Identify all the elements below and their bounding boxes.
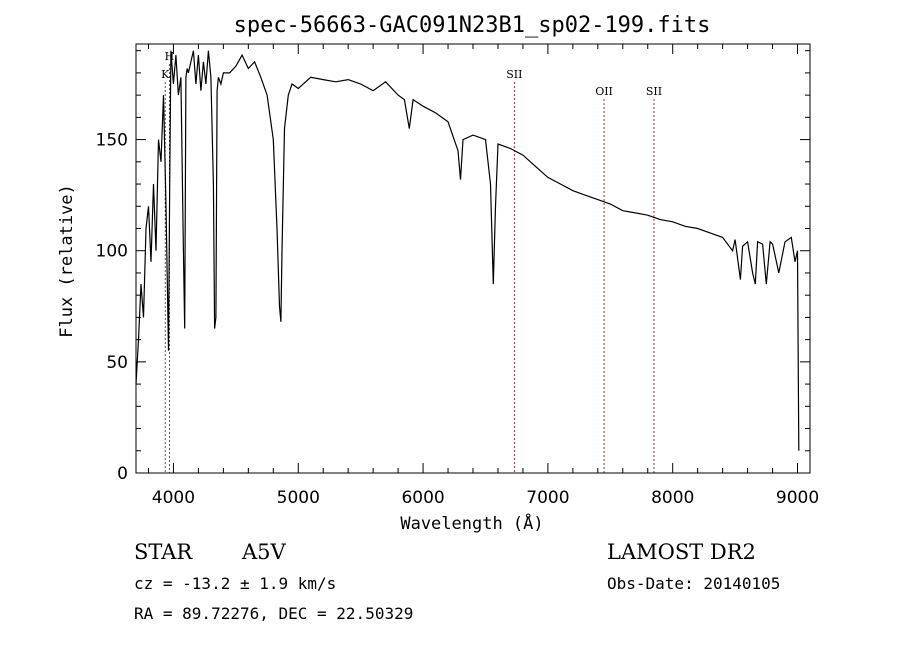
x-tick-label: 6000 [401, 488, 444, 508]
spectral-line-label: H [165, 50, 175, 63]
y-tick-label: 100 [96, 242, 128, 262]
object-subclass: A5V [242, 540, 286, 564]
spectral-line-label: OII [595, 85, 613, 98]
x-tick-label: 5000 [277, 488, 320, 508]
plot-frame [135, 43, 811, 474]
chart-title: spec-56663-GAC091N23B1_sp02-199.fits [234, 13, 711, 38]
coordinates-readout: RA = 89.72276, DEC = 22.50329 [134, 604, 414, 623]
spectrum-series-line [135, 50, 800, 451]
y-tick-label: 150 [96, 131, 128, 151]
velocity-readout: cz = -13.2 ± 1.9 km/s [134, 574, 337, 593]
x-axis-label: Wavelength (Å) [400, 512, 543, 534]
observation-date: Obs-Date: 20140105 [607, 574, 781, 593]
x-tick-label: 4000 [152, 488, 195, 508]
y-axis-label: Flux (relative) [57, 184, 77, 338]
spectral-line-label: SII [646, 85, 662, 98]
spectral-line-label: SII [506, 68, 522, 81]
x-tick-label: 9000 [776, 488, 819, 508]
axis-ticks: 4000 5000 6000 7000 8000 9000 0 50 100 150 [96, 44, 819, 508]
survey-name: LAMOST DR2 [607, 540, 756, 564]
spectral-line-label: K [161, 68, 170, 81]
object-class: STAR [134, 540, 193, 564]
y-tick-label: 50 [106, 353, 128, 373]
y-tick-label: 0 [117, 464, 128, 484]
x-tick-label: 8000 [651, 488, 694, 508]
x-tick-label: 7000 [526, 488, 569, 508]
